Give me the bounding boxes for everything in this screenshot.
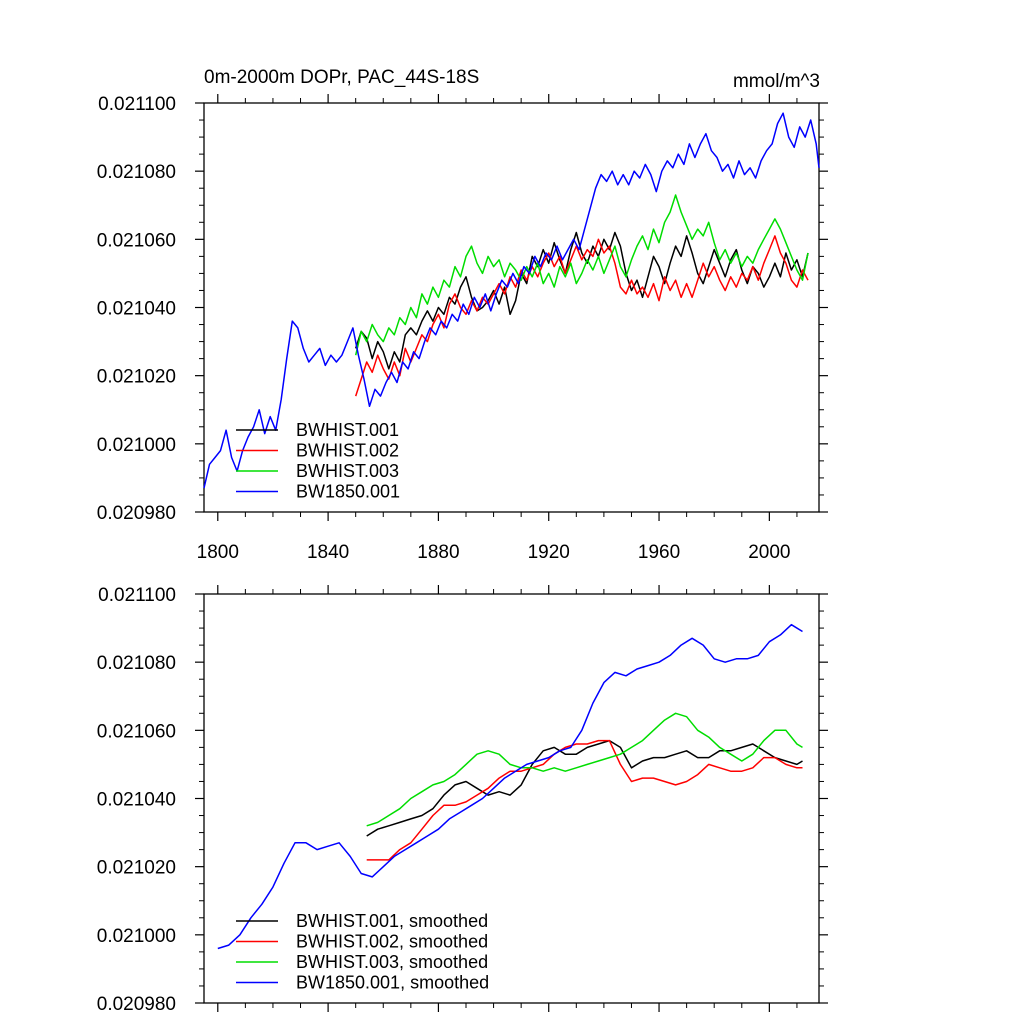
top-chart-units: mmol/m^3 [733,71,820,92]
top-y-tick-label: 0.021040 [97,299,176,320]
top-legend-label: BWHIST.001 [296,420,399,440]
bottom-series [217,623,803,950]
top-series-line-bwhist-002 [354,235,809,397]
bottom-legend-label: BWHIST.002, smoothed [296,932,488,952]
bottom-y-tick-label: 0.020980 [97,994,176,1015]
bottom-legend-label: BWHIST.001, smoothed [296,911,488,931]
bottom-y-tick-label: 0.021060 [97,721,176,742]
top-legend-label: BWHIST.002 [296,441,399,461]
bottom-series-line-bwhist-003-smoothed [366,712,803,827]
bottom-y-tick-label: 0.021020 [97,858,176,879]
top-y-tick-label: 0.020980 [97,503,176,524]
top-x-tick-label: 2000 [748,542,790,563]
top-y-tick-label: 0.021020 [97,367,176,388]
bottom-y-tick-label: 0.021100 [98,585,176,606]
bottom-series-line-bwhist-002-smoothed [366,739,803,861]
top-ticks: 1800 1840 1880 1920 1960 2000 0.020980 0.021000… [97,94,828,563]
top-y-tick-label: 0.021100 [98,94,176,115]
top-legend-label: BW1850.001 [296,482,400,502]
bottom-y-tick-label: 0.021080 [97,653,176,674]
top-series-line-bwhist-001 [354,231,809,370]
top-series-line-bw1850-001 [203,112,820,489]
top-y-tick-label: 0.021000 [97,435,176,456]
top-x-tick-label: 1960 [638,542,680,563]
bottom-ticks: 0.020980 0.021000 0.021020 0.021040 0.021060… [97,585,828,1015]
bottom-y-tick-label: 0.021040 [97,790,176,811]
top-series [203,112,820,489]
top-y-tick-label: 0.021080 [97,162,176,183]
bottom-series-line-bwhist-001-smoothed [366,739,803,837]
top-chart-title: 0m-2000m DOPr, PAC_44S-18S [204,67,479,88]
top-x-tick-label: 1840 [307,542,349,563]
bottom-legend-label: BW1850.001, smoothed [296,973,489,993]
bottom-series-line-bw1850-001-smoothed [217,623,803,950]
top-y-tick-label: 0.021060 [97,230,176,251]
top-x-tick-label: 1920 [528,542,570,563]
top-panel: 0m-2000m DOPr, PAC_44S-18S mmol/m^3 1800… [97,67,828,563]
top-series-line-bwhist-003 [354,194,809,356]
top-x-tick-label: 1880 [417,542,459,563]
bottom-y-tick-label: 0.021000 [97,926,176,947]
top-legend-label: BWHIST.003 [296,461,399,481]
top-x-tick-label: 1800 [197,542,239,563]
bottom-panel: 0.020980 0.021000 0.021020 0.021040 0.021060… [97,585,828,1015]
bottom-legend-label: BWHIST.003, smoothed [296,952,488,972]
